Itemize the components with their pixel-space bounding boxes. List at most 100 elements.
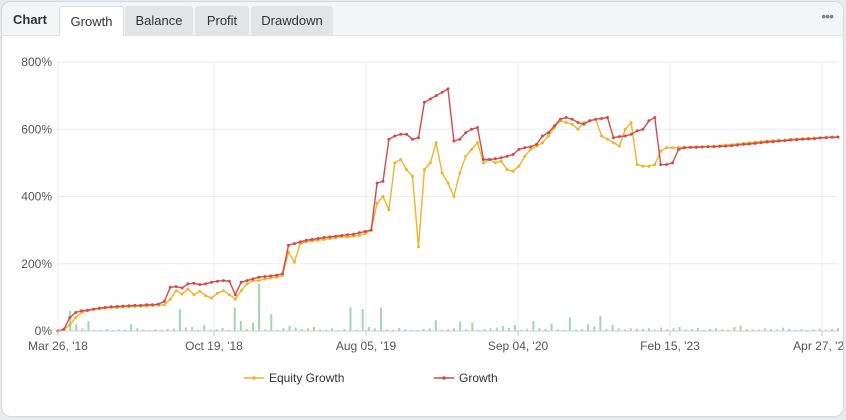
growth-point — [393, 134, 397, 138]
growth-point — [352, 232, 355, 236]
volume-bar — [672, 328, 675, 331]
volume-bar — [477, 329, 480, 331]
volume-bar — [404, 329, 407, 331]
growth-point — [222, 279, 225, 283]
growth-point — [363, 230, 367, 233]
growth-point — [357, 231, 361, 235]
growth-point — [712, 145, 716, 149]
volume-bar — [544, 328, 547, 331]
volume-bar — [239, 320, 242, 331]
legend-item-growth[interactable]: Growth — [434, 371, 498, 385]
volume-bar — [830, 328, 833, 331]
equity-point — [411, 174, 414, 178]
volume-bar — [824, 329, 827, 331]
equity-point — [239, 289, 243, 293]
equity-point — [405, 168, 409, 172]
growth-point — [830, 135, 834, 139]
volume-bar — [93, 329, 96, 331]
growth-line — [57, 88, 839, 332]
volume-bar — [459, 321, 462, 331]
volume-bar — [471, 322, 474, 331]
growth-point — [653, 116, 657, 119]
equity-point — [629, 121, 633, 124]
volume-bar — [514, 324, 517, 331]
growth-point — [564, 116, 568, 119]
volume-bar — [648, 328, 651, 331]
growth-point — [103, 306, 107, 309]
equity-point — [357, 234, 361, 237]
volume-bar — [233, 307, 236, 331]
tab-profit[interactable]: Profit — [195, 6, 249, 35]
volume-bar — [428, 328, 431, 331]
volume-bar — [288, 325, 291, 331]
x-tick-label: Mar 26, '18 — [28, 339, 88, 353]
growth-point — [706, 145, 710, 149]
growth-point — [92, 307, 95, 311]
growth-point — [68, 316, 72, 320]
more-dots-icon[interactable]: ••• — [821, 8, 834, 24]
volume-bar — [117, 329, 120, 331]
growth-point — [505, 154, 509, 158]
equity-point — [458, 171, 462, 175]
volume-bar — [654, 329, 657, 331]
growth-point — [476, 126, 479, 130]
volume-bar — [331, 328, 334, 331]
equity-point — [162, 303, 166, 307]
growth-point — [647, 119, 651, 123]
volume-bar — [587, 324, 590, 331]
growth-point — [133, 303, 137, 307]
volume-bar — [184, 327, 187, 331]
growth-point — [547, 131, 550, 135]
growth-point — [464, 131, 468, 135]
volume-bar — [495, 327, 498, 331]
volume-bar — [574, 329, 577, 331]
growth-point — [115, 305, 119, 308]
tab-growth[interactable]: Growth — [59, 6, 124, 36]
equity-point — [227, 293, 231, 297]
volume-bar — [124, 329, 127, 331]
volume-bar — [800, 328, 803, 331]
equity-point — [476, 141, 479, 145]
volume-bar — [593, 326, 596, 331]
tab-balance[interactable]: Balance — [125, 6, 193, 35]
volume-bar — [142, 329, 145, 331]
y-tick-label: 200% — [21, 257, 52, 271]
growth-point — [535, 142, 539, 146]
x-tick-label: Sep 04, '20 — [488, 339, 549, 353]
growth-point — [97, 306, 101, 310]
volume-bar — [666, 328, 669, 331]
volume-bar — [605, 328, 608, 331]
growth-point — [470, 127, 474, 131]
equity-point — [257, 279, 261, 283]
growth-point — [204, 282, 208, 286]
equity-point — [393, 161, 397, 165]
volume-bar — [520, 329, 523, 331]
equity-point — [263, 277, 267, 281]
equity-point — [529, 147, 533, 151]
volume-bar — [264, 329, 267, 331]
growth-point — [795, 138, 799, 142]
volume-bar — [392, 329, 395, 331]
chart-title: Chart — [13, 12, 47, 27]
growth-point — [263, 275, 267, 278]
legend-item-equity-growth[interactable]: Equity Growth — [244, 371, 344, 385]
tab-drawdown[interactable]: Drawdown — [251, 6, 333, 35]
volume-bar — [483, 328, 486, 331]
volume-bar — [325, 329, 328, 331]
volume-bar — [501, 325, 504, 331]
volume-bar — [757, 329, 760, 331]
equity-point — [387, 208, 391, 212]
volume-bar — [702, 329, 705, 331]
volume-bar — [306, 328, 309, 331]
growth-point — [700, 145, 704, 149]
volume-bar — [227, 329, 230, 331]
chart-legend: Equity Growth Growth — [244, 371, 498, 385]
volume-bar — [191, 326, 194, 331]
equity-point — [417, 245, 420, 249]
growth-point — [789, 138, 793, 142]
volume-bar — [489, 328, 492, 331]
equity-point — [606, 137, 609, 141]
growth-point — [824, 136, 828, 140]
growth-point — [458, 137, 462, 141]
growth-point — [151, 303, 154, 307]
